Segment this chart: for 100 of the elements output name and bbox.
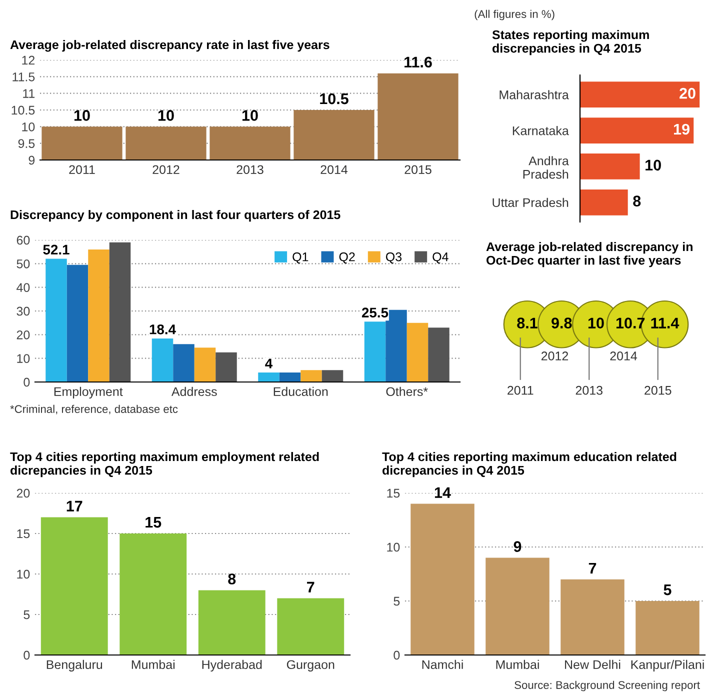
data-label: 11.6	[404, 56, 432, 68]
y-tick-label: 10	[17, 570, 30, 579]
bar	[120, 534, 187, 655]
bar	[198, 590, 266, 655]
x-tick-label: 2012	[152, 165, 180, 174]
data-label: 10	[646, 160, 661, 171]
bar	[300, 370, 322, 382]
bar	[88, 249, 110, 382]
bar	[173, 344, 194, 382]
bar	[216, 352, 237, 382]
y-tick-label: 15	[17, 529, 30, 538]
x-tick-label: New Delhi	[565, 660, 620, 670]
data-label: 25.5	[362, 308, 388, 318]
text: (All figures in %)	[474, 10, 554, 20]
y-tick-label: 50	[16, 259, 30, 268]
x-tick-label: Bengaluru	[46, 660, 102, 672]
text: *Criminal, reference, database etc	[10, 404, 178, 414]
bar	[66, 264, 88, 382]
x-tick-label: 2013	[236, 165, 264, 174]
data-label: 9.8	[552, 318, 572, 328]
category-label: 2014	[610, 352, 638, 360]
bar	[152, 338, 174, 382]
bar	[580, 82, 700, 108]
data-label: 7	[307, 582, 314, 592]
bar	[410, 504, 474, 655]
legend-label: Q1	[292, 252, 308, 264]
chart-title: Top 4 cities reporting maximum employment related dicrepancies in Q4 2015	[10, 452, 319, 478]
bar	[580, 189, 628, 216]
x-tick-label: Namchi	[422, 660, 463, 670]
data-label: 10	[242, 110, 258, 121]
data-label: 10.5	[320, 93, 348, 104]
data-label: 10.7	[616, 318, 645, 328]
bar	[406, 322, 428, 382]
bar	[636, 601, 700, 655]
y-tick-label: 10.5	[12, 106, 35, 115]
x-tick-label: Gurgaon	[286, 660, 334, 672]
chart-title: Discrepancy by component in last four quarters of 2015	[10, 210, 340, 222]
data-label: 11.4	[651, 318, 680, 328]
y-tick-label: 0	[24, 378, 30, 387]
y-tick-label: 60	[16, 236, 30, 245]
y-tick-label: 20	[16, 488, 30, 498]
text: Average job-related discrepancy in Oct-Dec quarter in last five years	[486, 242, 692, 268]
data-label: 10	[74, 110, 90, 121]
data-label: 19	[674, 124, 690, 135]
bar	[428, 328, 450, 382]
y-tick-label: 9.5	[18, 139, 35, 148]
bar	[560, 579, 624, 655]
y-tick-label: Karnataka	[512, 126, 569, 136]
data-label: 15	[146, 517, 162, 528]
x-tick-label: Others*	[386, 386, 428, 396]
data-label: 17	[66, 500, 82, 512]
y-tick-label: 20	[16, 330, 30, 340]
y-tick-label: 5	[24, 610, 30, 620]
data-label: 8	[633, 196, 641, 206]
y-tick-label: 9	[28, 156, 35, 165]
x-tick-label: Hyderabad	[202, 660, 262, 672]
y-tick-label: 12	[22, 56, 35, 65]
data-label: 7	[588, 562, 596, 574]
y-tick-label: 0	[24, 650, 30, 660]
x-tick-label: Employment	[54, 386, 123, 399]
x-tick-label: Mumbai	[132, 660, 175, 670]
bar	[279, 372, 301, 382]
data-label: 14	[434, 487, 451, 498]
y-tick-label: Andhra Pradesh	[523, 156, 569, 179]
legend-label: Q3	[386, 252, 402, 264]
x-tick-label: Mumbai	[496, 660, 539, 670]
y-tick-label: 0	[394, 650, 400, 660]
x-tick-label: 2011	[69, 165, 95, 174]
x-tick-label: Kanpur/Pilani	[631, 660, 704, 672]
data-label: 5	[664, 584, 672, 596]
data-label: 20	[680, 88, 696, 99]
chart-title: Top 4 cities reporting maximum education related dicrepancies in Q4 2015	[382, 452, 676, 478]
x-tick-label: 2014	[320, 165, 348, 174]
y-tick-label: 11.5	[12, 72, 35, 82]
x-tick-label: Address	[171, 386, 217, 396]
bar	[322, 370, 344, 382]
y-tick-label: 11	[23, 89, 35, 98]
chart-title: States reporting maximum discrepancies in Q4 2015	[492, 30, 649, 56]
y-tick-label: 10	[17, 354, 30, 363]
bar	[194, 348, 216, 382]
data-label: 18.4	[150, 324, 176, 334]
bar	[580, 118, 694, 144]
bar	[258, 372, 280, 382]
y-tick-label: 30	[16, 306, 30, 316]
bar	[109, 242, 131, 382]
data-label: 10	[588, 318, 604, 328]
y-tick-label: 10	[387, 542, 400, 552]
y-tick-label: 10	[22, 122, 35, 132]
y-tick-label: 5	[394, 596, 400, 606]
y-tick-label: 15	[387, 488, 400, 498]
x-tick-label: 2015	[404, 165, 432, 174]
bar	[40, 517, 108, 655]
y-tick-label: Uttar Pradesh	[492, 198, 568, 208]
data-label: 8.1	[517, 318, 538, 328]
source-note: Source: Background Screening report	[514, 680, 700, 692]
chart-title: Average job-related discrepancy rate in last five years	[10, 40, 330, 52]
category-label: 2012	[541, 352, 568, 360]
data-label: 8	[228, 574, 236, 584]
legend-label: Q4	[432, 252, 448, 264]
y-tick-label: Maharashtra	[500, 90, 569, 100]
